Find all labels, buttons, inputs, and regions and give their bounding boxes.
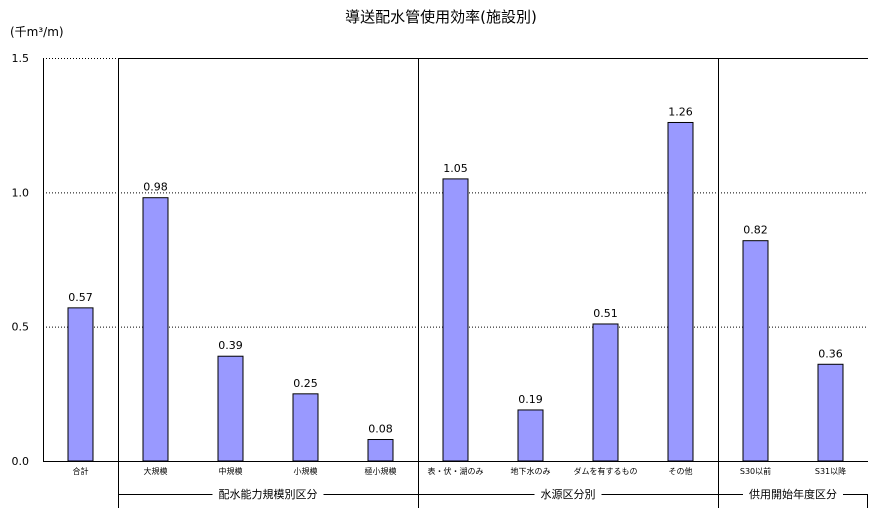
- bar: [742, 240, 769, 462]
- value-label: 1.26: [668, 105, 693, 118]
- y-tick-label: 1.5: [12, 52, 30, 65]
- category-label: 大規模: [144, 466, 168, 476]
- bar: [67, 307, 94, 462]
- category-label: 表・伏・湖のみ: [428, 466, 484, 476]
- bar: [817, 363, 844, 462]
- bar: [667, 121, 694, 462]
- value-label: 1.05: [443, 162, 468, 175]
- value-label: 0.25: [293, 377, 318, 390]
- value-label: 0.51: [593, 307, 618, 320]
- group-label: 配水能力規模別区分: [219, 487, 318, 501]
- value-label: 0.57: [68, 291, 93, 304]
- y-tick-label: 0.0: [12, 455, 30, 468]
- value-label: 0.19: [518, 393, 543, 406]
- value-label: 0.36: [818, 347, 843, 360]
- bar: [292, 393, 319, 462]
- group-label: 水源区分別: [541, 487, 596, 501]
- category-label: 中規模: [219, 466, 243, 476]
- category-label: 極小規模: [365, 466, 397, 476]
- group-label: 供用開始年度区分: [749, 487, 837, 501]
- value-label: 0.39: [218, 339, 243, 352]
- value-label: 0.82: [743, 224, 768, 237]
- chart-title: 導送配水管使用効率(施設別): [345, 8, 537, 26]
- y-tick-label: 0.5: [12, 321, 30, 334]
- bar: [592, 323, 619, 462]
- bar: [442, 178, 469, 462]
- y-tick-label: 1.0: [12, 186, 30, 199]
- category-label: S31以降: [815, 466, 846, 476]
- category-label: ダムを有するもの: [574, 466, 638, 476]
- category-label: 合計: [73, 466, 89, 476]
- y-axis-unit-label: (千m³/m): [10, 25, 64, 39]
- category-label: 小規模: [294, 466, 318, 476]
- value-label: 0.98: [143, 181, 168, 194]
- value-label: 0.08: [368, 423, 393, 436]
- bar: [217, 355, 244, 462]
- bar: [517, 409, 544, 462]
- category-label: その他: [669, 466, 693, 476]
- bar: [142, 197, 169, 462]
- bar: [367, 439, 394, 462]
- category-label: 地下水のみ: [511, 466, 551, 476]
- category-label: S30以前: [740, 466, 771, 476]
